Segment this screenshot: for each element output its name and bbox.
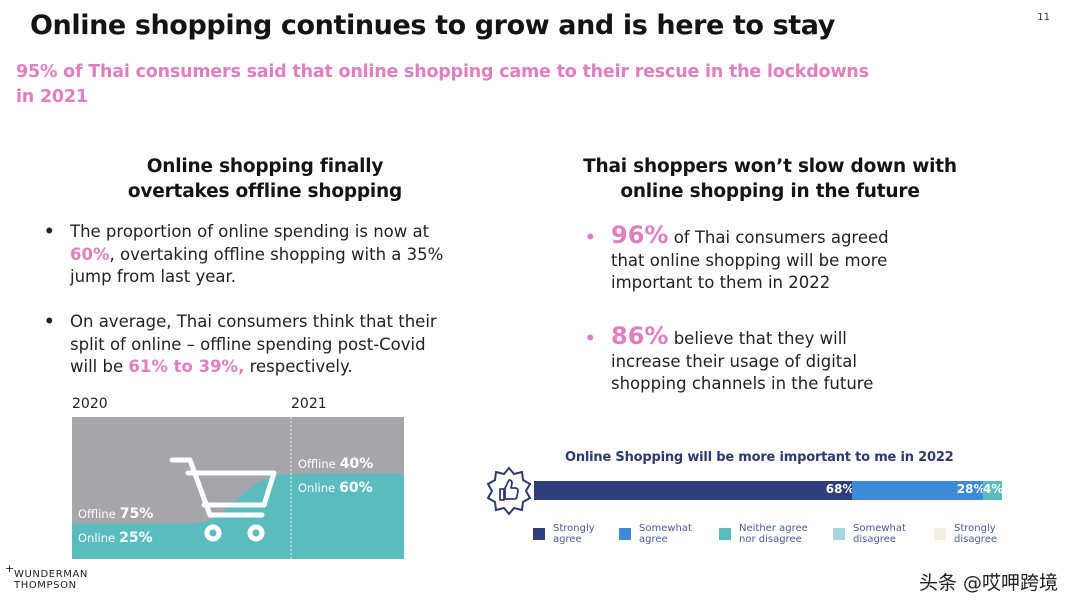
bar-label-1: 68% bbox=[825, 482, 855, 496]
bullet1-line1: The proportion of online spending is now… bbox=[70, 222, 430, 241]
bullet1-highlight: 60% bbox=[70, 244, 110, 264]
page-number: 11 bbox=[1037, 12, 1050, 23]
legend-swatch-4 bbox=[833, 528, 845, 540]
bar-segment-3 bbox=[983, 481, 1002, 500]
bullet2-line3-start: will be bbox=[70, 357, 129, 376]
legend-label-5: Strongly disagree bbox=[954, 523, 998, 545]
bar-segment-2 bbox=[852, 481, 984, 500]
legend-label-3: Neither agree nor disagree bbox=[739, 523, 808, 545]
slide-subtitle: 95% of Thai consumers said that online s… bbox=[16, 60, 996, 110]
stat1-line1: of Thai consumers agreed bbox=[668, 228, 889, 247]
online-2020-label: Online 25% bbox=[78, 530, 153, 546]
bullet-dot: • bbox=[44, 222, 55, 241]
offline-2020-label: Offline 75% bbox=[78, 506, 154, 522]
online-offline-area bbox=[72, 417, 404, 559]
plus-icon: + bbox=[5, 562, 15, 575]
bullet-dot: • bbox=[585, 329, 596, 348]
bullet-dot: • bbox=[44, 312, 55, 331]
left-heading: Online shopping finally overtakes offlin… bbox=[65, 154, 465, 204]
brand-logo: + WUNDERMAN THOMPSON bbox=[5, 563, 89, 591]
legend-label-1: Strongly agree bbox=[553, 523, 595, 545]
stat1-line3: important to them in 2022 bbox=[611, 273, 831, 292]
stat1-line2: that online shopping will be more bbox=[611, 250, 888, 270]
year-2020-label: 2020 bbox=[72, 396, 108, 412]
right-stat-2: • 86% believe that they will increase th… bbox=[585, 322, 985, 396]
bar-chart-title: Online Shopping will be more important t… bbox=[565, 450, 954, 465]
stat1-value: 96% bbox=[611, 221, 669, 249]
bullet2-line3-end: respectively. bbox=[244, 357, 353, 376]
stat2-line1: believe that they will bbox=[668, 329, 847, 348]
bullet-dot: • bbox=[585, 228, 596, 247]
subtitle-line1: 95% of Thai consumers said that online s… bbox=[16, 62, 869, 82]
offline-2021-label: Offline 40% bbox=[298, 456, 374, 472]
left-heading-line2: overtakes offline shopping bbox=[127, 181, 403, 202]
logo-line2: THOMPSON bbox=[14, 580, 77, 591]
stat2-line3: shopping channels in the future bbox=[611, 374, 874, 393]
bar-label-2: 28% bbox=[956, 482, 986, 496]
watermark: 头条 @哎呷跨境 bbox=[918, 572, 1058, 594]
year-2021-label: 2021 bbox=[291, 396, 327, 412]
subtitle-line2: in 2021 bbox=[16, 87, 88, 107]
bullet1-line3: jump from last year. bbox=[70, 267, 237, 286]
legend-swatch-5 bbox=[934, 528, 946, 540]
left-heading-line1: Online shopping finally bbox=[146, 156, 384, 177]
right-heading: Thai shoppers won’t slow down with onlin… bbox=[560, 154, 980, 204]
legend-label-2: Somewhat agree bbox=[639, 523, 692, 545]
thumbs-up-icon bbox=[486, 466, 532, 516]
right-heading-line2: online shopping in the future bbox=[620, 181, 920, 202]
left-bullet-1: • The proportion of online spending is n… bbox=[44, 221, 504, 289]
right-heading-line1: Thai shoppers won’t slow down with bbox=[583, 156, 957, 177]
logo-line1: WUNDERMAN bbox=[14, 569, 89, 580]
bullet2-line2: split of online – offline spending post-… bbox=[70, 334, 426, 354]
legend-swatch-1 bbox=[533, 528, 545, 540]
bullet2-line1: On average, Thai consumers think that th… bbox=[70, 312, 437, 331]
bar-label-3: 4% bbox=[983, 482, 1004, 496]
left-bullet-2: • On average, Thai consumers think that … bbox=[44, 311, 514, 379]
right-stat-1: • 96% of Thai consumers agreed that onli… bbox=[585, 221, 985, 295]
bullet1-line2: , overtaking offline shopping with a 35% bbox=[109, 244, 444, 264]
slide-title: Online shopping continues to grow and is… bbox=[30, 10, 835, 41]
bullet2-highlight: 61% to 39%, bbox=[128, 357, 245, 376]
legend-label-4: Somewhat disagree bbox=[853, 523, 906, 545]
stat2-value: 86% bbox=[611, 322, 669, 350]
online-2021-label: Online 60% bbox=[298, 480, 373, 496]
bar-segment-1 bbox=[534, 481, 853, 500]
legend-swatch-3 bbox=[719, 528, 731, 540]
stat2-line2: increase their usage of digital bbox=[611, 351, 857, 371]
legend-swatch-2 bbox=[619, 528, 631, 540]
shopping-cart-icon bbox=[169, 457, 277, 542]
online-offline-chart: Offline 75% Online 25% Offline 40% Online 60… bbox=[72, 417, 404, 559]
